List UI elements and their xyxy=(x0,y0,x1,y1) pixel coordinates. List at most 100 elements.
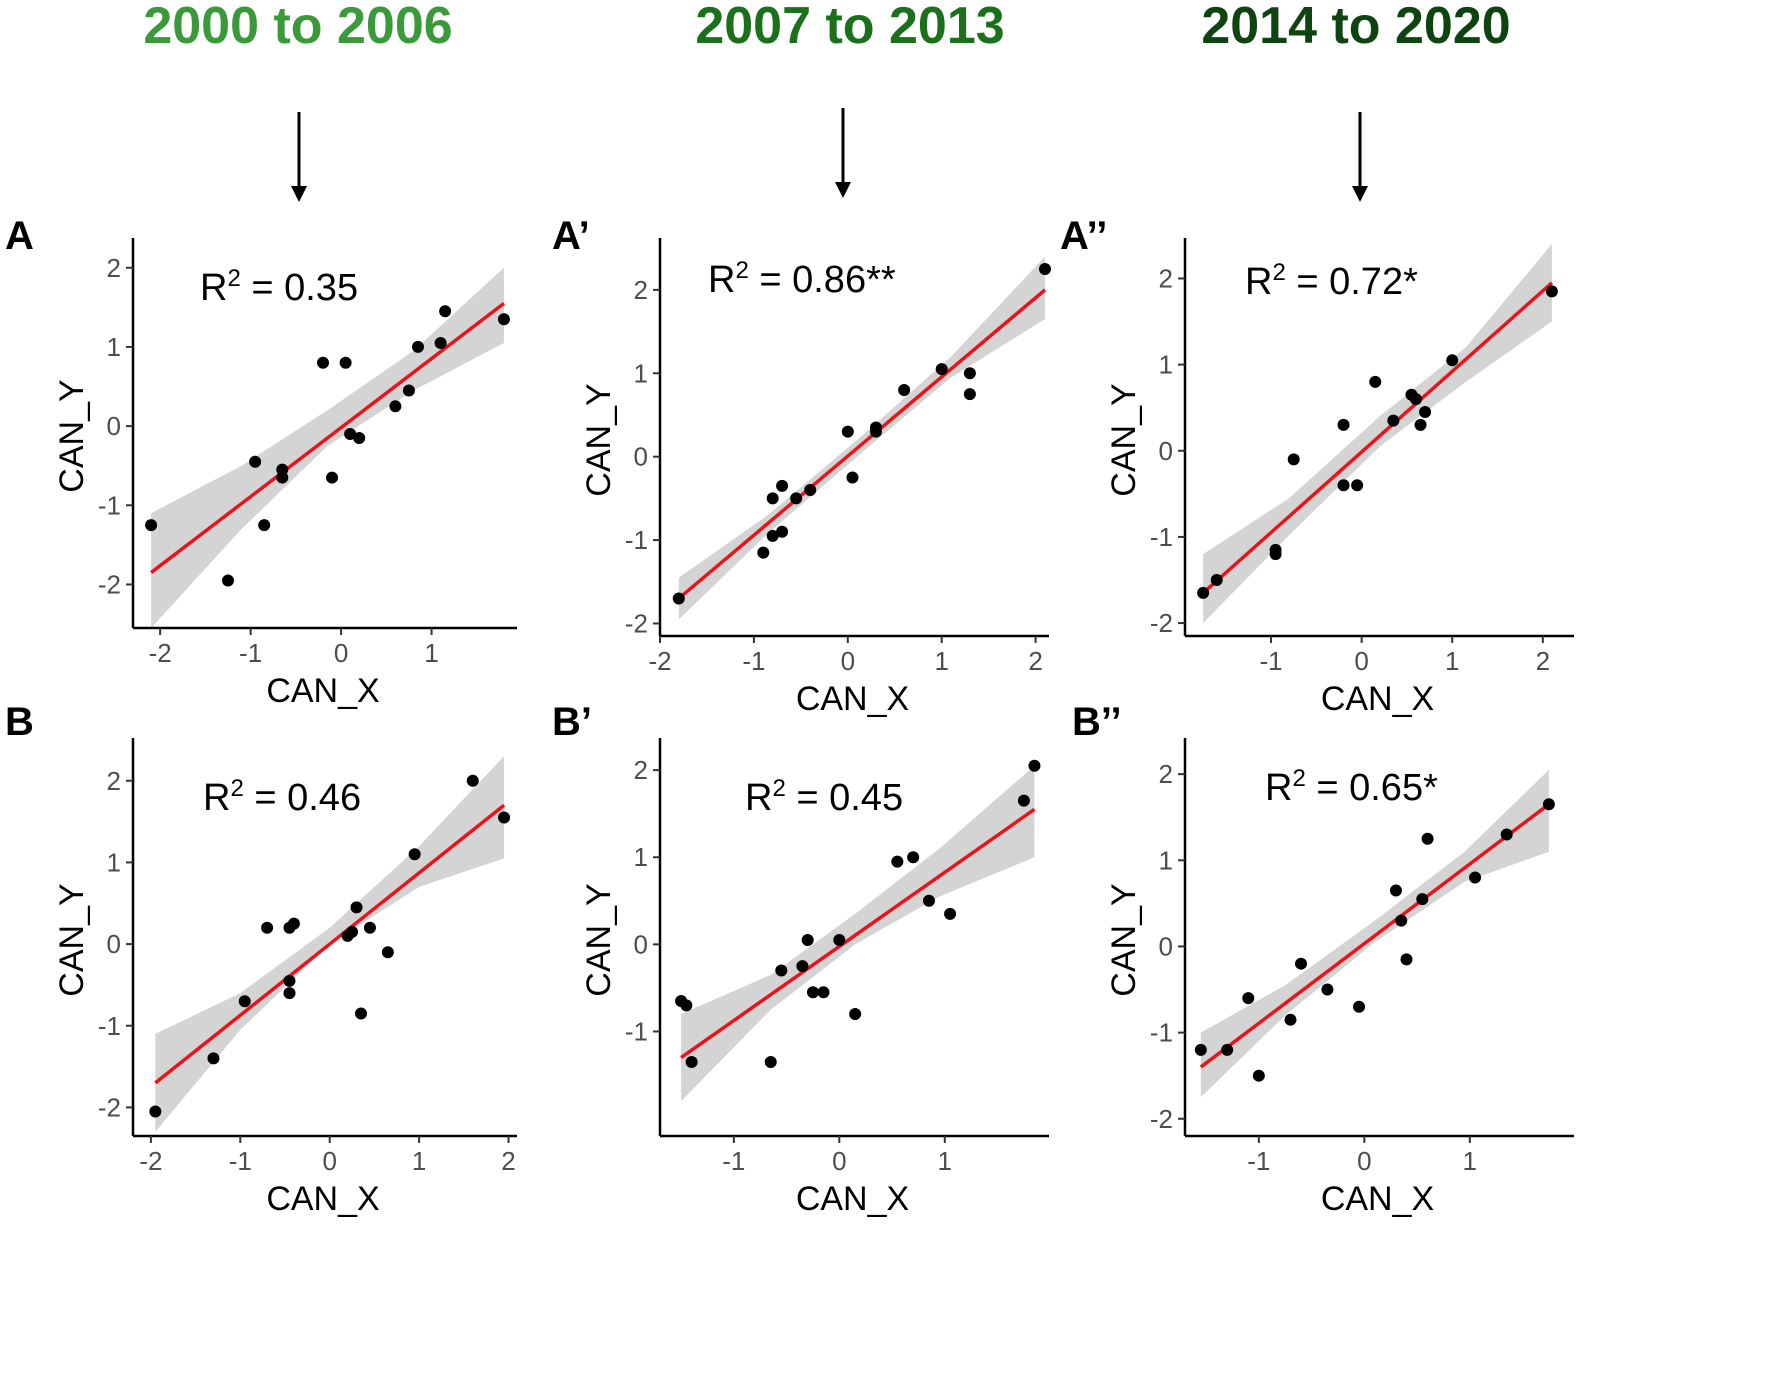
data-point xyxy=(1337,418,1350,431)
y-tick-label: -2 xyxy=(1150,1104,1173,1134)
y-tick-label: 0 xyxy=(1159,931,1173,961)
x-tick-label: 1 xyxy=(1445,646,1459,676)
data-point xyxy=(1500,828,1513,841)
data-point xyxy=(276,471,289,484)
x-tick-label: 1 xyxy=(938,1146,952,1176)
panel-label-b: B xyxy=(5,700,34,744)
x-tick-label: 2 xyxy=(1536,646,1550,676)
y-tick-label: 2 xyxy=(1159,263,1173,293)
data-point xyxy=(963,388,976,401)
data-point xyxy=(757,546,770,559)
x-tick-label: -2 xyxy=(139,1146,162,1176)
y-tick-label: 0 xyxy=(1159,436,1173,466)
x-axis-title: CAN_X xyxy=(1321,1180,1434,1218)
y-axis-title: CAN_Y xyxy=(53,379,91,492)
panel-label-b-prime: B’ xyxy=(552,700,592,744)
data-point xyxy=(907,851,920,864)
data-point xyxy=(363,921,376,934)
data-point xyxy=(1542,798,1555,811)
y-tick-label: -2 xyxy=(1150,608,1173,638)
data-point xyxy=(1197,586,1210,599)
data-point xyxy=(766,529,779,542)
data-point xyxy=(1295,957,1308,970)
data-point xyxy=(790,492,803,505)
data-point xyxy=(801,934,814,946)
y-tick-label: 2 xyxy=(107,253,121,283)
y-tick-label: 2 xyxy=(634,755,648,785)
data-point xyxy=(466,774,479,787)
x-tick-label: 0 xyxy=(1357,1146,1371,1176)
x-tick-label: -1 xyxy=(239,638,262,668)
data-point xyxy=(287,917,300,930)
r-squared-label: R2 = 0.65* xyxy=(1265,765,1438,809)
x-tick-label: 0 xyxy=(322,1146,336,1176)
data-point xyxy=(1210,574,1223,586)
data-point xyxy=(339,356,352,369)
data-point xyxy=(833,934,846,946)
data-point xyxy=(149,1105,162,1118)
scatter-plot-b-prime: -1 0 1 -1 0 1 2 CAN_X CAN_Y R2 = 0.45 xyxy=(580,738,1049,1218)
y-tick-label: -1 xyxy=(98,490,121,520)
data-point xyxy=(817,986,830,999)
down-arrow-icon xyxy=(291,112,307,202)
data-point xyxy=(935,363,948,376)
data-point xyxy=(412,340,424,353)
y-axis-title: CAN_Y xyxy=(580,383,618,496)
y-tick-label: -2 xyxy=(625,608,648,638)
y-tick-label: 1 xyxy=(1159,350,1173,380)
r-squared-label: R2 = 0.72* xyxy=(1245,259,1418,303)
data-point xyxy=(346,925,359,938)
data-point xyxy=(145,519,158,532)
data-point xyxy=(261,921,274,934)
panel-label-b-double-prime: B’’ xyxy=(1072,700,1122,744)
x-tick-label: 0 xyxy=(334,638,348,668)
data-point xyxy=(283,987,296,1000)
data-point xyxy=(776,479,789,492)
x-tick-label: 0 xyxy=(832,1146,846,1176)
data-point xyxy=(1321,983,1334,996)
data-point xyxy=(434,336,447,349)
data-point xyxy=(497,313,510,326)
x-axis-title: CAN_X xyxy=(1321,680,1434,718)
regression-line xyxy=(150,301,506,574)
regression-line xyxy=(677,288,1047,600)
data-point xyxy=(944,907,957,920)
y-axis-title: CAN_Y xyxy=(53,883,91,996)
data-point xyxy=(891,855,904,868)
data-point xyxy=(1389,884,1402,897)
data-point xyxy=(672,592,685,605)
data-point xyxy=(1028,759,1041,772)
x-tick-label: -2 xyxy=(648,646,671,676)
data-point xyxy=(1269,548,1282,561)
x-tick-label: 1 xyxy=(412,1146,426,1176)
panel-label-a-prime: A’ xyxy=(552,214,590,258)
data-point xyxy=(775,964,788,977)
data-point xyxy=(1416,893,1429,906)
down-arrow-icon xyxy=(835,108,851,198)
data-point xyxy=(685,1055,698,1068)
y-tick-label: -2 xyxy=(98,1092,121,1122)
confidence-band xyxy=(678,256,1045,620)
data-point xyxy=(1446,354,1459,367)
data-point xyxy=(389,400,402,413)
data-point xyxy=(796,960,809,973)
data-point xyxy=(898,383,911,396)
y-tick-label: 2 xyxy=(107,766,121,796)
y-axis-title: CAN_Y xyxy=(1105,383,1143,496)
data-point xyxy=(1421,832,1434,845)
y-tick-label: 1 xyxy=(107,847,121,877)
data-point xyxy=(766,492,779,505)
data-point xyxy=(1039,263,1051,276)
data-point xyxy=(1221,1043,1234,1056)
regression-line xyxy=(154,803,506,1085)
data-point xyxy=(238,995,251,1008)
y-tick-label: 0 xyxy=(634,929,648,959)
data-point xyxy=(869,425,882,438)
data-point xyxy=(350,901,363,914)
x-tick-label: 2 xyxy=(1028,646,1042,676)
column-title-3: 2014 to 2020 xyxy=(1201,0,1511,55)
data-point xyxy=(222,574,234,587)
r-squared-label: R2 = 0.45 xyxy=(745,775,903,819)
data-point xyxy=(1414,418,1427,431)
r-squared-label: R2 = 0.35 xyxy=(200,265,358,309)
